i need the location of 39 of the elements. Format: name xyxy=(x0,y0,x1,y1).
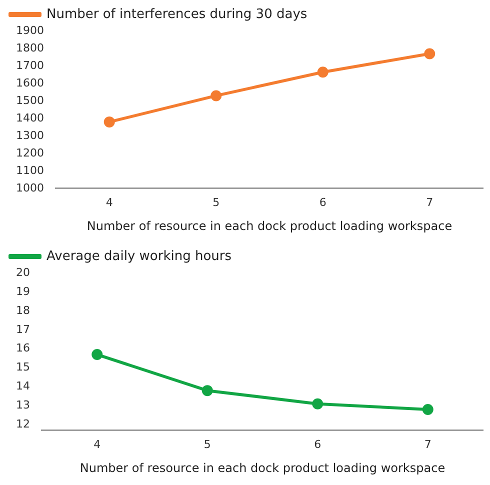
y-tick-label: 20 xyxy=(16,266,30,279)
y-tick-label: 18 xyxy=(16,304,30,317)
y-tick-label: 14 xyxy=(16,380,30,393)
y-tick-label: 1700 xyxy=(16,58,44,72)
y-tick-label: 1900 xyxy=(16,24,44,37)
x-tick-label: 5 xyxy=(204,438,211,451)
y-tick-label: 1600 xyxy=(16,76,44,90)
x-axis-title: Number of resource in each dock product loading workspace xyxy=(80,460,446,475)
point xyxy=(104,116,115,128)
legend-label: Average daily working hours xyxy=(46,248,232,264)
point xyxy=(312,398,324,410)
point xyxy=(422,404,434,416)
legend-label: Number of interferences during 30 days xyxy=(46,6,308,22)
x-tick-label: 7 xyxy=(426,196,434,209)
y-tick-label: 12 xyxy=(16,418,30,431)
point xyxy=(424,48,436,60)
point xyxy=(202,385,213,396)
y-tick-label: 1500 xyxy=(16,94,44,107)
x-tick-label: 6 xyxy=(314,438,322,451)
x-axis-title: Number of resource in each dock product loading workspace xyxy=(86,218,452,233)
point xyxy=(210,90,222,102)
x-tick-label: 5 xyxy=(212,196,220,209)
y-tick-label: 1800 xyxy=(16,41,44,54)
y-tick-label: 1100 xyxy=(16,164,44,177)
x-tick-label: 6 xyxy=(319,196,326,209)
x-tick-label: 4 xyxy=(94,438,101,451)
y-tick-label: 1400 xyxy=(16,111,44,124)
y-tick-label: 1300 xyxy=(16,128,44,142)
y-tick-label: 1000 xyxy=(16,181,44,194)
y-tick-label: 16 xyxy=(16,342,30,355)
y-tick-label: 1200 xyxy=(16,146,44,160)
x-tick-label: 4 xyxy=(106,196,113,209)
point xyxy=(92,349,103,360)
y-tick-label: 15 xyxy=(16,360,30,374)
y-tick-label: 17 xyxy=(16,322,30,336)
x-tick-label: 7 xyxy=(424,438,432,451)
y-tick-label: 19 xyxy=(16,284,30,298)
point xyxy=(317,66,328,78)
y-tick-label: 13 xyxy=(16,398,30,412)
